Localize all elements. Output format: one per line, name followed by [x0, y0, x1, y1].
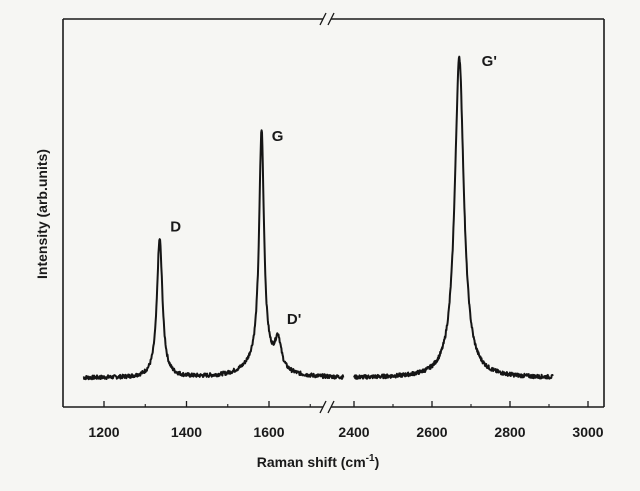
peak-label: G'	[482, 53, 497, 70]
peak-label: D	[170, 218, 181, 235]
x-tick-label: 2400	[338, 424, 369, 440]
x-tick-label: 1200	[88, 424, 119, 440]
x-tick-label: 3000	[572, 424, 603, 440]
spectrum-series	[82, 55, 554, 381]
x-axis-ticks: 1200 1400 1600 2400 2600 2800 3000	[88, 401, 604, 440]
axis-break-mark	[319, 12, 327, 26]
peak-labels: D G D' G'	[170, 53, 497, 328]
spectrum-line-left	[82, 129, 345, 381]
axis-break-mark	[327, 400, 335, 414]
axis-break-mark	[319, 400, 327, 414]
peak-label: D'	[287, 311, 301, 328]
x-axis-title: Raman shift (cm-1)	[257, 453, 380, 470]
axis-break-mark	[327, 12, 335, 26]
x-tick-label: 1600	[253, 424, 284, 440]
plot-frame	[62, 12, 605, 414]
y-axis-title: Intensity (arb.units)	[34, 149, 50, 279]
x-tick-label: 2800	[494, 424, 525, 440]
x-tick-label: 1400	[171, 424, 202, 440]
x-tick-label: 2600	[416, 424, 447, 440]
spectrum-line-right	[353, 55, 554, 380]
peak-label: G	[272, 128, 284, 145]
